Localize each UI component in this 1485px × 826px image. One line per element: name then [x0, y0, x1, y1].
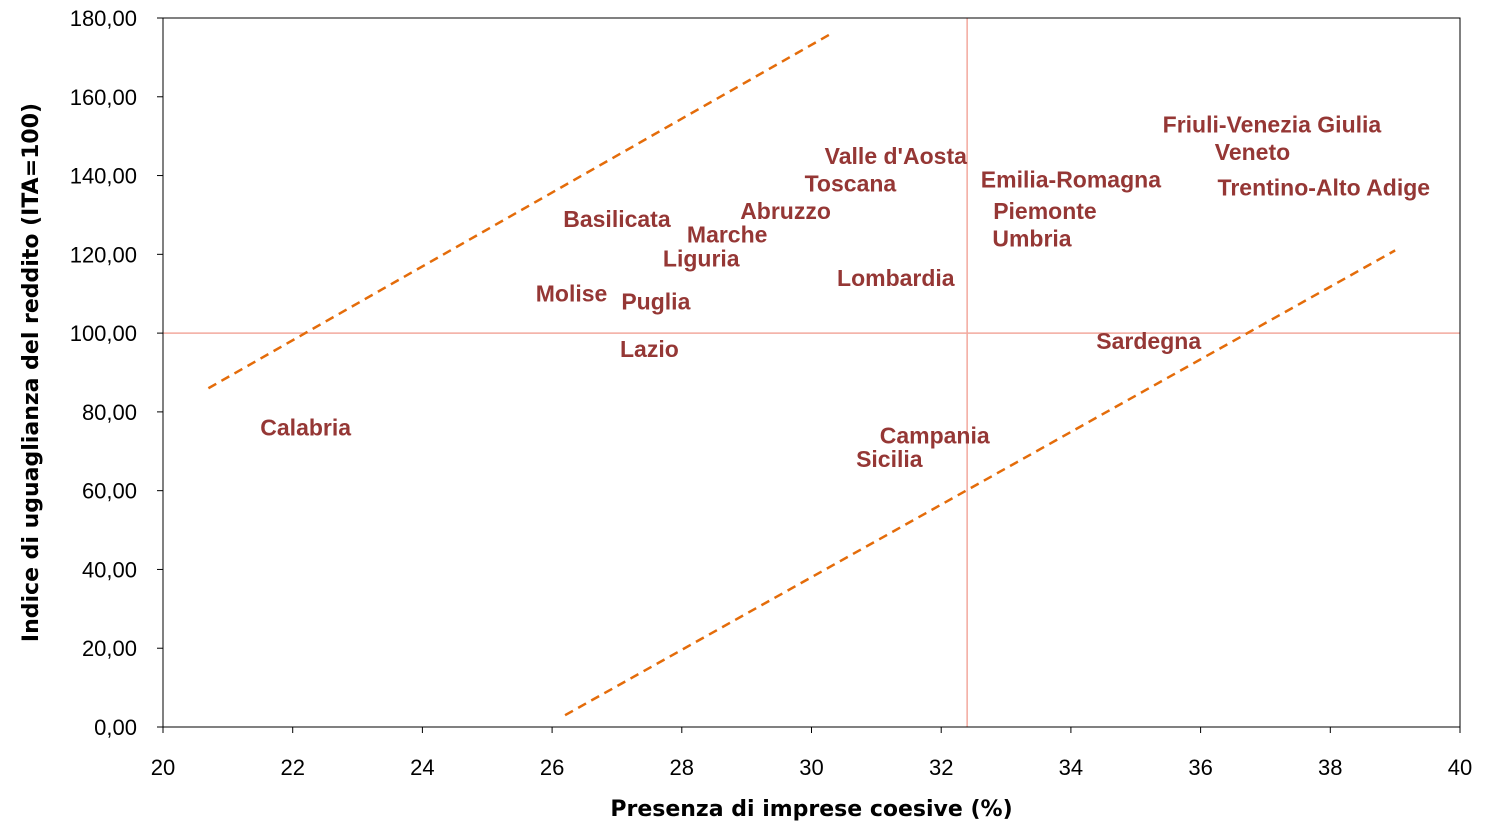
y-tick-label: 140,00 [70, 164, 137, 189]
x-tick-label: 24 [410, 755, 434, 780]
point-label: Calabria [260, 415, 351, 441]
y-tick-label: 60,00 [82, 479, 137, 504]
band-line-2 [564, 249, 1396, 717]
y-tick-label: 100,00 [70, 321, 137, 346]
x-tick-label: 38 [1318, 755, 1342, 780]
x-tick-label: 28 [670, 755, 694, 780]
point-label: Abruzzo [740, 198, 831, 224]
y-axis-title: Indice di uguaglianza del reddito (ITA=1… [19, 103, 44, 642]
y-tick-label: 80,00 [82, 400, 137, 425]
point-label: Sicilia [856, 446, 923, 472]
region-labels: Calabria Molise Basilicata Lazio Puglia Ligur… [260, 111, 1430, 472]
point-label: Marche [687, 222, 768, 248]
x-axis-ticks: 20 22 24 26 28 30 32 34 36 38 40 [151, 727, 1472, 780]
point-label: Puglia [621, 289, 690, 315]
point-label: Sardegna [1096, 328, 1201, 354]
point-label: Emilia-Romagna [981, 166, 1161, 192]
y-tick-label: 0,00 [94, 715, 137, 740]
point-label: Friuli-Venezia Giulia [1163, 111, 1382, 137]
x-tick-label: 36 [1188, 755, 1212, 780]
y-tick-label: 120,00 [70, 242, 137, 267]
point-label: Veneto [1215, 139, 1290, 165]
x-tick-label: 30 [799, 755, 823, 780]
point-label: Basilicata [563, 206, 671, 232]
y-tick-label: 160,00 [70, 85, 137, 110]
point-label: Liguria [663, 245, 740, 271]
y-axis-ticks: 0,00 20,00 40,00 60,00 80,00 100,00 120,00 140,… [70, 6, 163, 740]
x-axis-title: Presenza di imprese coesive (%) [610, 797, 1012, 822]
point-label: Lazio [620, 336, 679, 362]
point-label: Piemonte [993, 198, 1097, 224]
point-label: Umbria [992, 226, 1071, 252]
point-label: Trentino-Alto Adige [1218, 174, 1431, 200]
point-label: Molise [536, 281, 608, 307]
x-tick-label: 40 [1448, 755, 1472, 780]
point-label: Toscana [805, 170, 897, 196]
point-label: Lombardia [837, 265, 955, 291]
y-tick-label: 20,00 [82, 636, 137, 661]
x-tick-label: 20 [151, 755, 175, 780]
y-tick-label: 180,00 [70, 6, 137, 31]
point-label: Campania [880, 423, 990, 449]
band-lines [207, 32, 1396, 717]
reference-lines [163, 18, 1460, 727]
x-tick-label: 26 [540, 755, 564, 780]
point-label: Valle d'Aosta [825, 143, 967, 169]
x-tick-label: 32 [929, 755, 953, 780]
x-tick-label: 22 [280, 755, 304, 780]
x-tick-label: 34 [1059, 755, 1083, 780]
band-line-1 [207, 32, 832, 390]
y-tick-label: 40,00 [82, 557, 137, 582]
